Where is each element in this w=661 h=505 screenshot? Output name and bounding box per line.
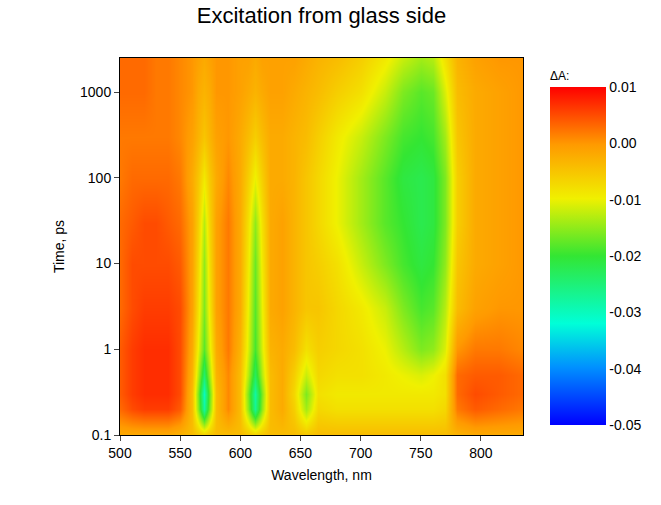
svg-text:Excitation from glass side: Excitation from glass side — [197, 3, 446, 28]
svg-text:Wavelength, nm: Wavelength, nm — [271, 467, 372, 483]
svg-text:-0.05: -0.05 — [609, 417, 641, 433]
svg-text:0.00: 0.00 — [609, 135, 636, 151]
svg-text:550: 550 — [168, 445, 192, 461]
svg-text:100: 100 — [88, 170, 112, 186]
svg-text:Time, ps: Time, ps — [51, 220, 67, 273]
svg-text:-0.02: -0.02 — [609, 248, 641, 264]
svg-text:0.1: 0.1 — [92, 427, 112, 443]
svg-text:800: 800 — [469, 445, 493, 461]
svg-text:1: 1 — [103, 341, 111, 357]
svg-text:650: 650 — [289, 445, 313, 461]
svg-text:750: 750 — [409, 445, 433, 461]
svg-text:ΔA:: ΔA: — [550, 69, 569, 83]
svg-text:700: 700 — [349, 445, 373, 461]
svg-text:-0.01: -0.01 — [609, 192, 641, 208]
svg-text:1000: 1000 — [80, 84, 111, 100]
svg-text:500: 500 — [108, 445, 132, 461]
svg-text:0.01: 0.01 — [609, 79, 636, 95]
svg-text:600: 600 — [229, 445, 253, 461]
svg-text:10: 10 — [96, 255, 112, 271]
svg-text:-0.04: -0.04 — [609, 361, 641, 377]
svg-text:-0.03: -0.03 — [609, 304, 641, 320]
